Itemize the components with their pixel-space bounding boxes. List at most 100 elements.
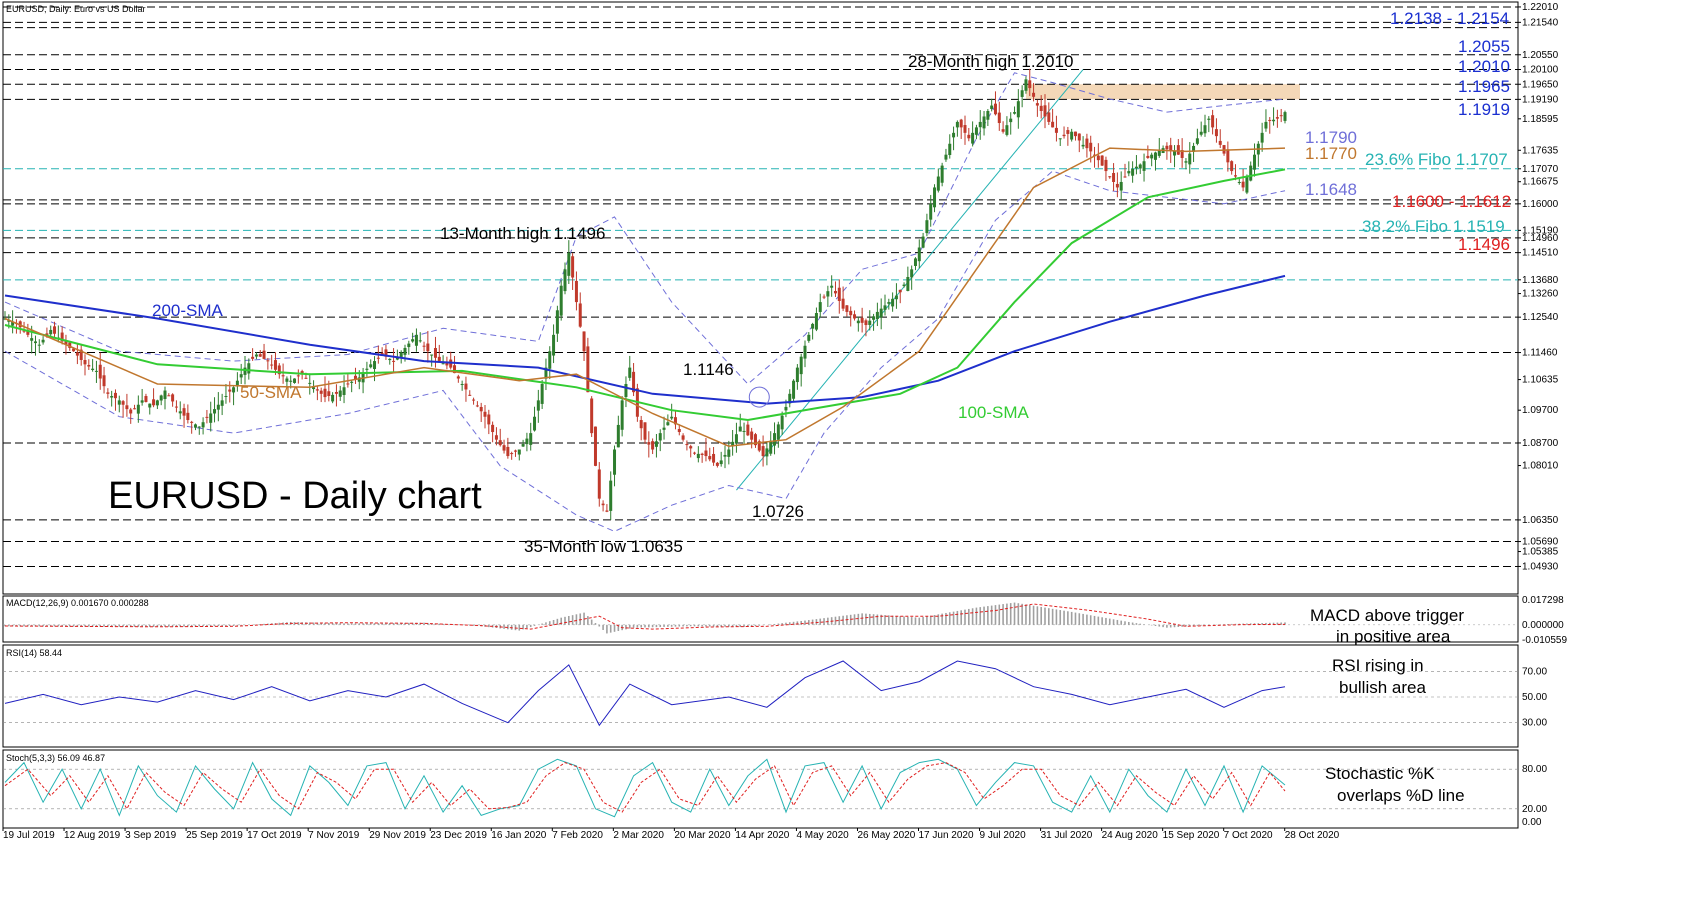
candle-body (1169, 145, 1173, 151)
stoch-panel-frame (2, 749, 1519, 829)
candle-body (300, 371, 304, 375)
candle-body (258, 354, 262, 357)
candle-body (883, 305, 887, 310)
candle-body (925, 220, 929, 234)
x-axis-tick: 23 Dec 2019 (430, 830, 487, 841)
stoch-axis-tick: 80.00 (1522, 764, 1547, 775)
candle-body (182, 408, 186, 416)
candle-body (7, 320, 11, 322)
candle-body (1230, 161, 1234, 172)
candle-body (483, 411, 487, 417)
candle-body (1260, 132, 1264, 143)
candle-body (399, 352, 403, 358)
y-axis-tick: 1.04930 (1522, 561, 1559, 572)
bollinger-1790-label: 1.1790 (1305, 128, 1357, 147)
candle-body (1112, 172, 1116, 182)
candle-body (1146, 155, 1150, 158)
y-axis-tick: 1.08010 (1522, 461, 1559, 472)
candle-body (1089, 142, 1093, 152)
candle-body (1199, 131, 1203, 135)
bollinger-upper (4, 72, 1286, 385)
candle-body (795, 367, 799, 383)
y-axis-tick: 1.15190 (1522, 225, 1559, 236)
y-axis-tick: 1.17635 (1522, 145, 1559, 156)
candle-body (1237, 181, 1241, 183)
candle-body (376, 357, 380, 359)
resistance-2138-label: 1.2138 - 1.2154 (1390, 9, 1509, 28)
candle-body (83, 360, 87, 365)
candle-body (178, 411, 182, 414)
candle-body (1211, 115, 1215, 128)
candle-body (1073, 131, 1077, 137)
candle-body (1150, 154, 1154, 159)
candle-body (609, 480, 613, 511)
candle-body (689, 446, 693, 449)
candle-body (380, 353, 384, 355)
candle-body (129, 409, 133, 414)
candle-body (559, 285, 563, 316)
candle-body (11, 321, 15, 326)
rsi-axis-tick: 70.00 (1522, 666, 1547, 677)
y-axis-tick: 1.16675 (1522, 177, 1559, 188)
big-chart-title: EURUSD - Daily chart (108, 475, 482, 517)
x-axis-tick: 17 Jun 2020 (919, 830, 974, 841)
candle-body (1195, 138, 1199, 144)
candle-body (681, 435, 685, 440)
candle-body (902, 284, 906, 287)
candle-body (239, 374, 243, 378)
candle-body (1275, 117, 1279, 119)
candle-body (491, 424, 495, 433)
candle-body (891, 298, 895, 307)
candle-body (643, 422, 647, 440)
y-axis-tick: 1.18595 (1522, 114, 1559, 125)
candle-body (1100, 155, 1104, 166)
chart-header-title: EURUSD, Daily: Euro vs US Dollar (6, 4, 146, 14)
x-axis-tick: 20 Mar 2020 (674, 830, 731, 841)
candle-body (26, 330, 30, 335)
candle-body (719, 460, 723, 465)
candle-body (247, 363, 251, 374)
candle-body (445, 361, 449, 366)
stoch-note-1: Stochastic %K (1325, 764, 1435, 783)
candle-body (536, 400, 540, 411)
stoch-k-line (4, 758, 1286, 818)
candle-body (1028, 80, 1032, 89)
candle-body (788, 393, 792, 404)
candle-body (289, 380, 293, 382)
candle-body (342, 387, 346, 396)
candle-body (910, 269, 914, 278)
candle-body (1173, 151, 1177, 156)
candle-body (1184, 161, 1188, 163)
candle-body (346, 383, 350, 385)
candle-body (974, 127, 978, 135)
candle-body (1024, 79, 1028, 91)
axis-layer: 1.22010 1.21540 1.20550 1.20100 1.19650 1.191… (2, 2, 1559, 841)
candle-body (784, 406, 788, 411)
candle-body (990, 105, 994, 109)
candle-body (133, 408, 137, 410)
candle-body (647, 442, 651, 445)
candle-body (1127, 171, 1131, 174)
macd-note-1: MACD above trigger (1310, 606, 1464, 625)
x-axis-tick: 25 Sep 2019 (186, 830, 243, 841)
y-axis-tick: 1.05690 (1522, 537, 1559, 548)
candle-body (506, 446, 510, 457)
candle-body (548, 351, 552, 369)
candle-body (898, 289, 902, 293)
candle-body (464, 383, 468, 390)
candle-body (79, 349, 83, 360)
candle-body (304, 377, 308, 379)
candle-body (277, 365, 281, 375)
candle-body (540, 383, 544, 404)
candle-body (502, 445, 506, 451)
candle-body (959, 119, 963, 128)
sma100-label: 100-SMA (958, 403, 1030, 422)
candle-body (628, 367, 632, 378)
candle-body (437, 356, 441, 362)
candle-body (441, 363, 445, 365)
candle-body (1245, 176, 1249, 193)
candle-body (593, 426, 597, 466)
candle-body (670, 416, 674, 419)
candle-body (616, 424, 620, 448)
candle-body (472, 399, 476, 401)
